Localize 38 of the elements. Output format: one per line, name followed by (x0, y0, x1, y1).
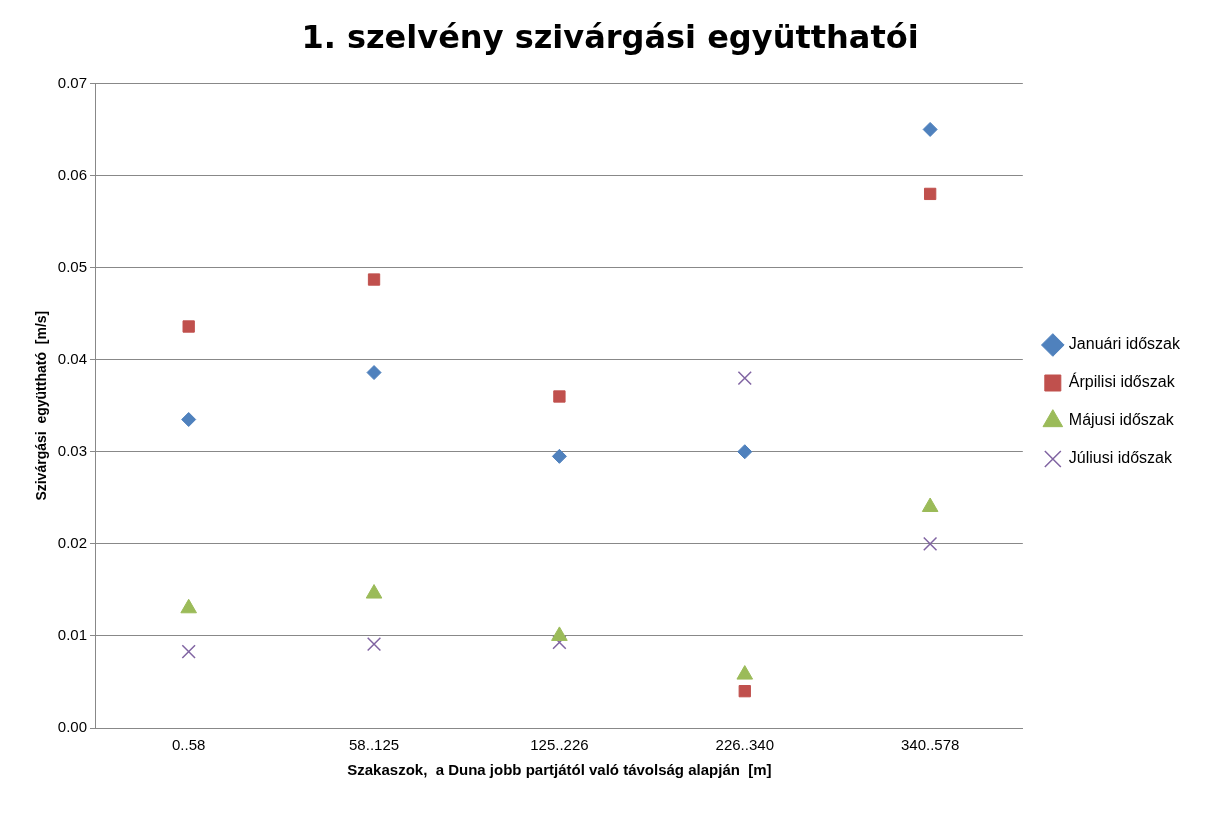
legend-label: Januári időszak (1068, 335, 1181, 353)
legend-label: Májusi időszak (1068, 411, 1175, 429)
point (737, 370, 752, 386)
point (182, 320, 195, 333)
y-tick-label: 0.05 (57, 257, 87, 275)
point (737, 444, 753, 460)
chart-title: 1. szelvény szivárgási együtthatói (301, 17, 919, 56)
point (923, 187, 937, 201)
y-tick-label: 0.00 (57, 718, 87, 736)
point (738, 685, 751, 698)
point (181, 412, 197, 428)
point (923, 536, 938, 551)
point (365, 584, 383, 599)
x-tick-label: 340..578 (900, 736, 960, 754)
legend-label: Júliusi időszak (1068, 449, 1173, 467)
x-tick-label: 125..226 (530, 736, 589, 754)
x-tick-label: 0..58 (171, 736, 206, 754)
y-tick-label: 0.01 (57, 626, 87, 644)
x-axis-title: Szakaszok, a Duna jobb partjától való távolság alapján [m] (347, 761, 772, 779)
y-tick-label: 0.02 (57, 533, 87, 551)
y-axis-title: Szivárgási együttható [m/s] (33, 310, 50, 501)
y-tick-label: 0.07 (57, 73, 87, 91)
legend-label: Árpilisi időszak (1068, 372, 1176, 391)
point (922, 121, 938, 137)
x-tick-label: 226..340 (715, 736, 774, 754)
point (366, 365, 382, 381)
y-tick-label: 0.06 (57, 165, 87, 183)
point (736, 665, 754, 680)
point (367, 273, 381, 286)
point (181, 644, 196, 659)
point (551, 448, 567, 464)
point (366, 637, 382, 652)
x-tick-label: 58..125 (349, 736, 400, 754)
point (551, 626, 568, 641)
point (180, 598, 197, 614)
point (553, 390, 566, 403)
y-tick-label: 0.04 (57, 349, 87, 367)
y-tick-label: 0.03 (57, 441, 87, 459)
